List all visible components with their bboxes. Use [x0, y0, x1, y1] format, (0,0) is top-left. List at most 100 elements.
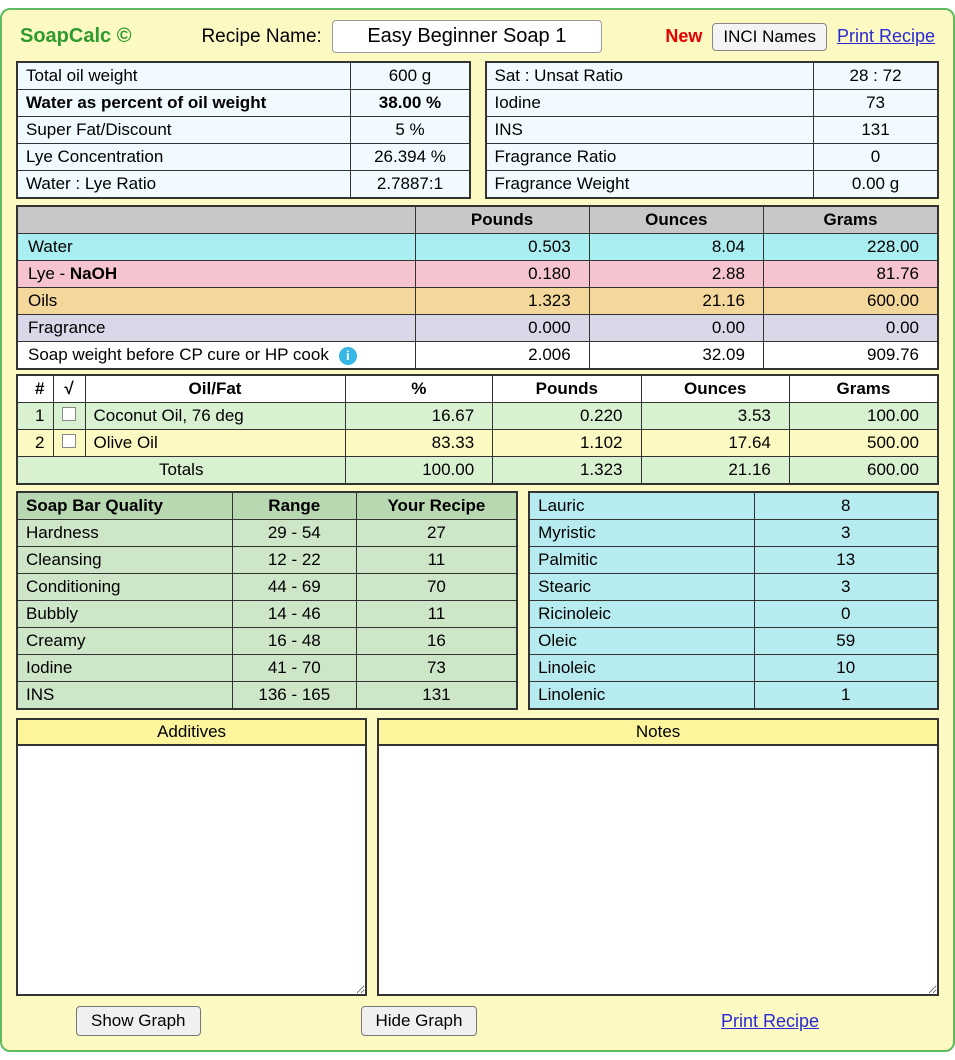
hide-graph-button[interactable]: Hide Graph [361, 1006, 478, 1036]
quality-value: 131 [356, 682, 517, 710]
oil-pct: 16.67 [345, 403, 493, 430]
fatty-row: Oleic 59 [529, 628, 938, 655]
quality-range: 16 - 48 [232, 628, 356, 655]
fatty-value: 13 [754, 547, 938, 574]
prop-value: 28 : 72 [814, 62, 938, 90]
oils-header-check: √ [53, 375, 85, 403]
oils-header-pct: % [345, 375, 493, 403]
quality-row: Cleansing 12 - 22 11 [17, 547, 517, 574]
soap-quality-table: Soap Bar Quality Range Your Recipe Hardn… [16, 491, 518, 710]
fatty-name: Myristic [529, 520, 754, 547]
print-recipe-link-bottom[interactable]: Print Recipe [721, 1011, 819, 1032]
prop-label: Total oil weight [17, 62, 351, 90]
fatty-value: 59 [754, 628, 938, 655]
amounts-row-water: Water 0.503 8.04 228.00 [17, 234, 938, 261]
fatty-row: Stearic 3 [529, 574, 938, 601]
amounts-row-soap: Soap weight before CP cure or HP cooki 2… [17, 342, 938, 370]
fatty-name: Linolenic [529, 682, 754, 710]
oils-table: # √ Oil/Fat % Pounds Ounces Grams 1 Coco… [16, 374, 939, 485]
show-graph-button[interactable]: Show Graph [76, 1006, 201, 1036]
fatty-row: Linoleic 10 [529, 655, 938, 682]
quality-value: 11 [356, 601, 517, 628]
amounts-table: Pounds Ounces Grams Water 0.503 8.04 228… [16, 205, 939, 370]
oil-index: 1 [17, 403, 53, 430]
recipe-name-input[interactable] [332, 20, 602, 53]
prop-value: 73 [814, 90, 938, 117]
oils-totals-row: Totals 100.00 1.323 21.16 600.00 [17, 457, 938, 485]
prop-row: Water as percent of oil weight38.00 % [17, 90, 470, 117]
notes-row: Additives Notes [16, 718, 939, 996]
print-recipe-link-top[interactable]: Print Recipe [837, 26, 935, 47]
amounts-label: Water [17, 234, 415, 261]
fatty-row: Ricinoleic 0 [529, 601, 938, 628]
oil-pct: 83.33 [345, 430, 493, 457]
prop-value: 600 g [351, 62, 470, 90]
fatty-name: Ricinoleic [529, 601, 754, 628]
prop-row: Water : Lye Ratio2.7887:1 [17, 171, 470, 199]
footer-bar: Show Graph Hide Graph Print Recipe [16, 1006, 939, 1036]
new-label: New [665, 26, 702, 47]
logo: SoapCalc © [20, 25, 131, 48]
prop-label: Sat : Unsat Ratio [486, 62, 814, 90]
oils-header-num: # [17, 375, 53, 403]
amounts-label: Oils [17, 288, 415, 315]
prop-value: 0 [814, 144, 938, 171]
prop-value: 0.00 g [814, 171, 938, 199]
amounts-row-oils: Oils 1.323 21.16 600.00 [17, 288, 938, 315]
amounts-grams: 909.76 [763, 342, 938, 370]
additives-column: Additives [16, 718, 367, 996]
amounts-grams: 228.00 [763, 234, 938, 261]
amounts-ounces: 2.88 [589, 261, 763, 288]
amounts-label: Soap weight before CP cure or HP cooki [17, 342, 415, 370]
totals-oz: 21.16 [641, 457, 789, 485]
oil-checkbox[interactable] [62, 434, 76, 448]
quality-row: Bubbly 14 - 46 11 [17, 601, 517, 628]
additives-header: Additives [16, 718, 367, 746]
fatty-acid-table: Lauric 8Myristic 3Palmitic 13Stearic 3Ri… [528, 491, 939, 710]
recipe-name-label: Recipe Name: [201, 26, 321, 48]
prop-label: Iodine [486, 90, 814, 117]
fatty-value: 0 [754, 601, 938, 628]
quality-row: INS 136 - 165 131 [17, 682, 517, 710]
oil-oz: 17.64 [641, 430, 789, 457]
quality-row: Conditioning 44 - 69 70 [17, 574, 517, 601]
fatty-value: 3 [754, 520, 938, 547]
inci-names-button[interactable]: INCI Names [712, 23, 827, 51]
additives-textarea[interactable] [16, 746, 367, 996]
notes-header: Notes [377, 718, 939, 746]
oil-lb: 1.102 [493, 430, 641, 457]
oil-name: Olive Oil [85, 430, 345, 457]
totals-label: Totals [17, 457, 345, 485]
amounts-pounds: 2.006 [415, 342, 589, 370]
quality-row: Creamy 16 - 48 16 [17, 628, 517, 655]
prop-row: INS131 [486, 117, 939, 144]
quality-value: 70 [356, 574, 517, 601]
fatty-row: Lauric 8 [529, 492, 938, 520]
fatty-name: Stearic [529, 574, 754, 601]
quality-name: Cleansing [17, 547, 232, 574]
prop-row: Iodine73 [486, 90, 939, 117]
quality-range: 44 - 69 [232, 574, 356, 601]
notes-textarea[interactable] [377, 746, 939, 996]
totals-pct: 100.00 [345, 457, 493, 485]
amounts-header-ounces: Ounces [589, 206, 763, 234]
amounts-label: Lye - NaOH [17, 261, 415, 288]
amounts-ounces: 0.00 [589, 315, 763, 342]
prop-value: 26.394 % [351, 144, 470, 171]
info-icon[interactable]: i [339, 347, 357, 365]
prop-row: Fragrance Ratio0 [486, 144, 939, 171]
prop-label: INS [486, 117, 814, 144]
prop-row: Lye Concentration26.394 % [17, 144, 470, 171]
amounts-label: Fragrance [17, 315, 415, 342]
oils-header-lb: Pounds [493, 375, 641, 403]
oil-index: 2 [17, 430, 53, 457]
oil-checkbox-cell [53, 403, 85, 430]
recipe-properties-left: Total oil weight600 gWater as percent of… [16, 61, 471, 199]
prop-row: Total oil weight600 g [17, 62, 470, 90]
quality-name: Bubbly [17, 601, 232, 628]
oil-checkbox[interactable] [62, 407, 76, 421]
quality-name: Iodine [17, 655, 232, 682]
oils-header-g: Grams [789, 375, 938, 403]
quality-value: 73 [356, 655, 517, 682]
quality-name: INS [17, 682, 232, 710]
